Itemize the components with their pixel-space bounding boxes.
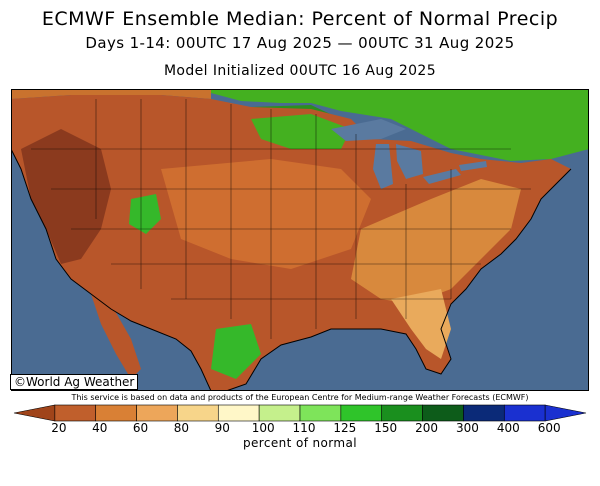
legend-bin	[340, 404, 383, 422]
legend-bin	[463, 404, 505, 422]
credit-label: ©World Ag Weather	[10, 374, 139, 390]
legend-bin	[95, 404, 137, 422]
map-frame	[11, 89, 589, 391]
map-title: ECMWF Ensemble Median: Percent of Normal…	[41, 8, 559, 30]
legend-arrow-right	[544, 404, 587, 422]
legend-tick-label: 600	[537, 421, 561, 435]
legend-tick-label: 80	[173, 421, 190, 435]
legend-bin	[136, 404, 178, 422]
ecmwf-disclaimer: This service is based on data and produc…	[71, 393, 529, 402]
forecast-period: Days 1-14: 00UTC 17 Aug 2025 — 00UTC 31 …	[85, 34, 515, 52]
legend-tick-label: 90	[214, 421, 230, 435]
legend-tick-label: 400	[496, 421, 520, 435]
legend-tick-label: 20	[51, 421, 67, 435]
lake-huron	[396, 144, 423, 179]
legend-tick-label: 150	[374, 421, 398, 435]
legend-bin	[177, 404, 219, 422]
model-init-time: Model Initialized 00UTC 16 Aug 2025	[163, 63, 437, 79]
legend-bin	[503, 404, 546, 422]
legend-tick-label: 100	[251, 421, 275, 435]
legend-tick-label: 110	[292, 421, 316, 435]
legend-arrow-left	[13, 404, 56, 422]
legend-tick-label: 200	[415, 421, 439, 435]
legend-bin	[381, 404, 423, 422]
lake-superior	[331, 119, 406, 141]
legend-tick-label: 60	[132, 421, 149, 435]
legend-bin	[299, 404, 342, 422]
precip-map	[11, 89, 589, 391]
legend-tick-label: 125	[333, 421, 357, 435]
coastline	[11, 148, 572, 391]
legend-tick-label: 40	[92, 421, 108, 435]
west-dark-zone	[21, 129, 111, 264]
lake-erie	[423, 169, 461, 184]
canada-orange	[11, 89, 211, 99]
state-boundaries	[31, 99, 531, 339]
mexico-green-patch	[211, 324, 261, 379]
legend-bin	[258, 404, 301, 422]
legend-bin	[422, 404, 464, 422]
east-light-zone	[351, 179, 521, 304]
legend-unit-label: percent of normal	[242, 436, 357, 450]
canada-region	[11, 89, 589, 161]
legend-tick-label: 300	[455, 421, 479, 435]
central-orange-zone	[161, 159, 371, 269]
color-legend-bar	[13, 404, 587, 422]
northern-green-band	[251, 114, 351, 149]
lake-ontario	[459, 161, 487, 171]
lake-michigan	[373, 144, 393, 189]
rockies-green-patch	[129, 194, 161, 234]
legend-bin	[217, 404, 260, 422]
legend-bins	[13, 404, 587, 422]
legend-bin	[54, 404, 97, 422]
baja-peninsula	[91, 294, 141, 379]
